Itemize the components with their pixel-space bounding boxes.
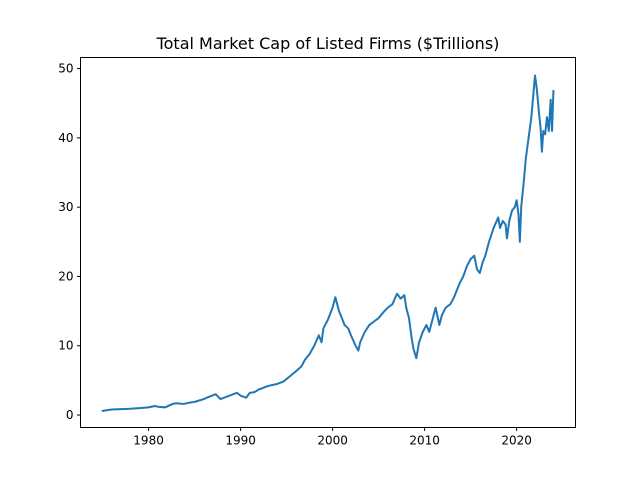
x-axis: 1980 1990 2000 2010 2020 (133, 427, 532, 448)
series-line-0 (101, 74, 555, 412)
x-tick-label: 2020 (501, 434, 532, 448)
chart-title: Total Market Cap of Listed Firms ($Trill… (156, 34, 500, 53)
x-tick-label: 2000 (317, 434, 348, 448)
y-tick-label: 30 (58, 200, 73, 214)
y-tick-label: 20 (58, 269, 73, 283)
axes-frame (80, 57, 576, 428)
plot-area (101, 74, 555, 412)
y-tick-label: 0 (66, 408, 74, 422)
y-tick-label: 40 (58, 131, 73, 145)
x-tick-label: 1980 (133, 434, 164, 448)
y-axis: 0 10 20 30 40 50 (58, 62, 81, 422)
x-tick-label: 2010 (409, 434, 440, 448)
x-tick-label: 1990 (225, 434, 256, 448)
y-tick-label: 10 (58, 339, 73, 353)
y-tick-label: 50 (58, 62, 73, 76)
